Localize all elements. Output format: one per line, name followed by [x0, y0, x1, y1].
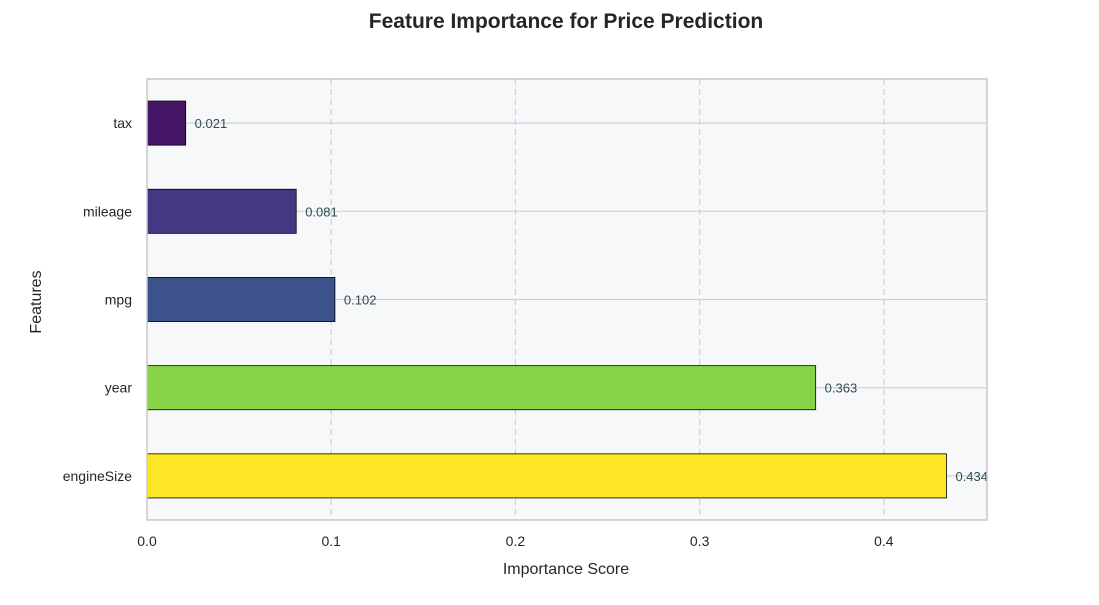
bar-mileage: [146, 188, 297, 234]
x-tick-label: 0.3: [690, 533, 710, 549]
y-axis-ticks: engineSize year mpg mileage tax: [63, 115, 133, 484]
value-labels: 0.434 0.363 0.102 0.081 0.021: [195, 116, 988, 484]
x-axis-ticks: 0.0 0.1 0.2 0.3 0.4: [137, 533, 894, 549]
y-axis-label: Features: [28, 270, 45, 333]
value-label-mileage: 0.081: [305, 204, 338, 219]
x-tick-label: 0.1: [321, 533, 341, 549]
bar-tax: [146, 100, 187, 146]
x-axis-label: Importance Score: [503, 561, 629, 578]
bar-mpg: [146, 277, 336, 322]
value-label-tax: 0.021: [195, 116, 228, 131]
y-tick-label-tax: tax: [113, 115, 132, 131]
value-label-engineSize: 0.434: [955, 469, 988, 484]
y-tick-label-mpg: mpg: [105, 292, 132, 308]
plot-frame: [146, 78, 988, 521]
x-tick-label: 0.4: [874, 533, 894, 549]
bars: [146, 100, 947, 499]
value-label-year: 0.363: [825, 381, 858, 396]
bar-year: [146, 365, 817, 411]
x-tick-label: 0.2: [506, 533, 526, 549]
y-tick-label-year: year: [105, 380, 133, 396]
y-tick-label-engineSize: engineSize: [63, 468, 132, 484]
y-tick-label-mileage: mileage: [83, 203, 132, 219]
chart-title: Feature Importance for Price Prediction: [369, 10, 763, 33]
x-tick-label: 0.0: [137, 533, 157, 549]
bar-engineSize: [146, 453, 947, 499]
value-label-mpg: 0.102: [344, 293, 377, 308]
